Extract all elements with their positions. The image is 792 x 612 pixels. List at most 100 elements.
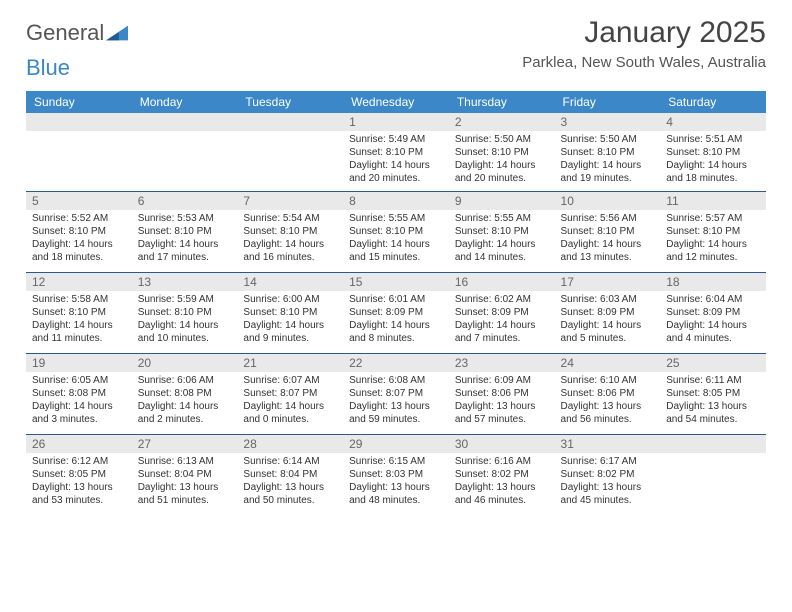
calendar-cell: 27Sunrise: 6:13 AMSunset: 8:04 PMDayligh… (132, 434, 238, 515)
calendar-cell: 29Sunrise: 6:15 AMSunset: 8:03 PMDayligh… (343, 434, 449, 515)
day-details: Sunrise: 5:58 AMSunset: 8:10 PMDaylight:… (26, 291, 132, 349)
day-line-dl2: and 8 minutes. (349, 332, 443, 345)
day-details: Sunrise: 5:54 AMSunset: 8:10 PMDaylight:… (237, 210, 343, 268)
day-details: Sunrise: 5:50 AMSunset: 8:10 PMDaylight:… (555, 131, 661, 189)
day-line-sr: Sunrise: 6:03 AM (561, 293, 655, 306)
day-details: Sunrise: 6:17 AMSunset: 8:02 PMDaylight:… (555, 453, 661, 511)
day-line-dl1: Daylight: 13 hours (455, 400, 549, 413)
calendar-cell: 19Sunrise: 6:05 AMSunset: 8:08 PMDayligh… (26, 353, 132, 434)
calendar-cell: 23Sunrise: 6:09 AMSunset: 8:06 PMDayligh… (449, 353, 555, 434)
day-number-empty (237, 113, 343, 131)
day-details: Sunrise: 5:57 AMSunset: 8:10 PMDaylight:… (660, 210, 766, 268)
day-line-dl2: and 53 minutes. (32, 494, 126, 507)
day-line-ss: Sunset: 8:10 PM (32, 225, 126, 238)
day-line-ss: Sunset: 8:10 PM (561, 225, 655, 238)
day-number: 20 (132, 354, 238, 372)
calendar-cell: 13Sunrise: 5:59 AMSunset: 8:10 PMDayligh… (132, 272, 238, 353)
day-line-dl1: Daylight: 14 hours (243, 319, 337, 332)
calendar-cell: 2Sunrise: 5:50 AMSunset: 8:10 PMDaylight… (449, 113, 555, 191)
day-line-dl2: and 59 minutes. (349, 413, 443, 426)
day-details: Sunrise: 6:16 AMSunset: 8:02 PMDaylight:… (449, 453, 555, 511)
day-line-dl1: Daylight: 14 hours (32, 400, 126, 413)
day-line-dl2: and 19 minutes. (561, 172, 655, 185)
day-line-dl2: and 18 minutes. (666, 172, 760, 185)
day-line-dl1: Daylight: 14 hours (349, 238, 443, 251)
day-details: Sunrise: 5:52 AMSunset: 8:10 PMDaylight:… (26, 210, 132, 268)
day-details: Sunrise: 5:50 AMSunset: 8:10 PMDaylight:… (449, 131, 555, 189)
day-line-sr: Sunrise: 6:13 AM (138, 455, 232, 468)
day-number: 28 (237, 435, 343, 453)
day-number: 11 (660, 192, 766, 210)
day-line-sr: Sunrise: 6:00 AM (243, 293, 337, 306)
day-line-sr: Sunrise: 6:04 AM (666, 293, 760, 306)
day-details: Sunrise: 6:00 AMSunset: 8:10 PMDaylight:… (237, 291, 343, 349)
day-line-ss: Sunset: 8:10 PM (666, 225, 760, 238)
day-line-dl1: Daylight: 14 hours (138, 238, 232, 251)
day-line-dl2: and 48 minutes. (349, 494, 443, 507)
day-line-dl1: Daylight: 14 hours (32, 319, 126, 332)
day-details: Sunrise: 6:14 AMSunset: 8:04 PMDaylight:… (237, 453, 343, 511)
day-line-dl1: Daylight: 13 hours (455, 481, 549, 494)
day-header: Sunday (26, 91, 132, 113)
day-details: Sunrise: 5:59 AMSunset: 8:10 PMDaylight:… (132, 291, 238, 349)
calendar-week: 1Sunrise: 5:49 AMSunset: 8:10 PMDaylight… (26, 113, 766, 191)
calendar-cell: 17Sunrise: 6:03 AMSunset: 8:09 PMDayligh… (555, 272, 661, 353)
calendar-page: General January 2025 Parklea, New South … (0, 0, 792, 535)
calendar-cell (132, 113, 238, 191)
day-header: Tuesday (237, 91, 343, 113)
day-number: 7 (237, 192, 343, 210)
day-details: Sunrise: 6:13 AMSunset: 8:04 PMDaylight:… (132, 453, 238, 511)
day-line-ss: Sunset: 8:03 PM (349, 468, 443, 481)
day-number: 1 (343, 113, 449, 131)
day-number: 27 (132, 435, 238, 453)
calendar-header-row: Sunday Monday Tuesday Wednesday Thursday… (26, 91, 766, 113)
day-header: Monday (132, 91, 238, 113)
calendar-cell: 3Sunrise: 5:50 AMSunset: 8:10 PMDaylight… (555, 113, 661, 191)
day-line-dl2: and 9 minutes. (243, 332, 337, 345)
calendar-cell: 7Sunrise: 5:54 AMSunset: 8:10 PMDaylight… (237, 191, 343, 272)
day-details: Sunrise: 5:49 AMSunset: 8:10 PMDaylight:… (343, 131, 449, 189)
day-line-sr: Sunrise: 6:08 AM (349, 374, 443, 387)
day-line-sr: Sunrise: 5:58 AM (32, 293, 126, 306)
day-number-empty (26, 113, 132, 131)
day-line-dl1: Daylight: 13 hours (32, 481, 126, 494)
day-line-dl1: Daylight: 14 hours (561, 319, 655, 332)
day-line-dl1: Daylight: 13 hours (666, 400, 760, 413)
day-line-dl2: and 56 minutes. (561, 413, 655, 426)
day-number: 10 (555, 192, 661, 210)
calendar-cell: 5Sunrise: 5:52 AMSunset: 8:10 PMDaylight… (26, 191, 132, 272)
day-line-ss: Sunset: 8:09 PM (561, 306, 655, 319)
day-line-ss: Sunset: 8:10 PM (138, 225, 232, 238)
day-line-dl1: Daylight: 14 hours (349, 159, 443, 172)
brand-logo: General (26, 16, 128, 46)
day-line-dl1: Daylight: 14 hours (561, 159, 655, 172)
calendar-cell: 22Sunrise: 6:08 AMSunset: 8:07 PMDayligh… (343, 353, 449, 434)
day-header: Thursday (449, 91, 555, 113)
calendar-week: 12Sunrise: 5:58 AMSunset: 8:10 PMDayligh… (26, 272, 766, 353)
day-number: 14 (237, 273, 343, 291)
day-line-dl2: and 57 minutes. (455, 413, 549, 426)
day-number: 26 (26, 435, 132, 453)
day-line-dl1: Daylight: 13 hours (561, 481, 655, 494)
day-number: 8 (343, 192, 449, 210)
month-title: January 2025 (522, 16, 766, 50)
day-details: Sunrise: 6:05 AMSunset: 8:08 PMDaylight:… (26, 372, 132, 430)
calendar-body: 1Sunrise: 5:49 AMSunset: 8:10 PMDaylight… (26, 113, 766, 515)
calendar-cell: 18Sunrise: 6:04 AMSunset: 8:09 PMDayligh… (660, 272, 766, 353)
calendar-cell: 11Sunrise: 5:57 AMSunset: 8:10 PMDayligh… (660, 191, 766, 272)
title-block: January 2025 Parklea, New South Wales, A… (522, 16, 766, 71)
day-number-empty (660, 435, 766, 453)
brand-triangle-icon (106, 25, 128, 41)
day-line-dl1: Daylight: 14 hours (138, 400, 232, 413)
day-number: 6 (132, 192, 238, 210)
day-line-sr: Sunrise: 5:55 AM (455, 212, 549, 225)
day-line-dl1: Daylight: 14 hours (349, 319, 443, 332)
calendar-cell: 12Sunrise: 5:58 AMSunset: 8:10 PMDayligh… (26, 272, 132, 353)
day-line-sr: Sunrise: 5:59 AM (138, 293, 232, 306)
brand-word1: General (26, 20, 104, 46)
day-line-ss: Sunset: 8:10 PM (32, 306, 126, 319)
day-line-ss: Sunset: 8:10 PM (243, 306, 337, 319)
day-line-ss: Sunset: 8:10 PM (243, 225, 337, 238)
location-text: Parklea, New South Wales, Australia (522, 54, 766, 71)
day-line-ss: Sunset: 8:10 PM (349, 225, 443, 238)
